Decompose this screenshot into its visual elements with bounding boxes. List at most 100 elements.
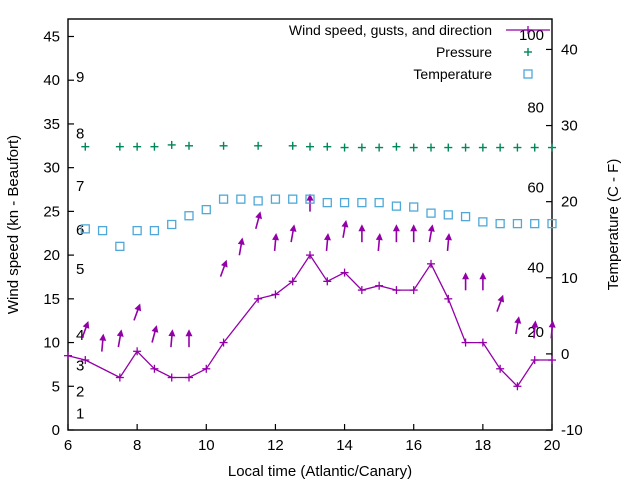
beaufort-scale-label: 7	[76, 178, 84, 195]
beaufort-scale-label: 2	[76, 384, 84, 401]
temperature-marker	[270, 194, 281, 204]
y-axis-tick-label: 30	[43, 160, 60, 177]
pressure-marker	[409, 143, 418, 152]
pressure-marker	[375, 143, 384, 152]
y2-axis-tick-label: -10	[561, 422, 583, 439]
wind-direction-arrow	[514, 316, 522, 335]
wind-speed-marker	[530, 356, 539, 365]
x-axis-tick-label: 6	[64, 437, 72, 454]
wind-speed-marker	[340, 268, 349, 277]
wind-direction-arrow	[341, 220, 349, 238]
pressure-marker	[167, 140, 176, 149]
wind-speed-marker	[357, 286, 366, 295]
pressure-marker	[444, 143, 453, 152]
fahrenheit-scale-label: 100	[519, 27, 544, 44]
temperature-marker	[253, 196, 263, 206]
temperature-marker	[218, 194, 229, 204]
wind-direction-arrow	[99, 333, 107, 352]
pressure-marker	[340, 143, 349, 152]
wind-direction-arrow	[219, 259, 228, 277]
temperature-marker	[236, 194, 246, 204]
temperature-marker	[80, 224, 90, 234]
wind-speed-marker	[81, 356, 90, 365]
wind-speed-marker	[496, 364, 505, 373]
wind-speed-marker	[548, 356, 556, 365]
pressure-marker	[461, 143, 470, 152]
wind-speed-marker	[444, 294, 453, 303]
x-axis-tick-label: 18	[475, 437, 492, 454]
wind-direction-arrow	[462, 272, 470, 291]
pressure-marker	[219, 141, 228, 150]
wind-speed-marker	[115, 373, 124, 382]
pressure-marker	[496, 143, 505, 152]
temperature-marker	[374, 197, 384, 208]
beaufort-scale-label: 4	[76, 327, 84, 344]
wind-speed-marker	[306, 251, 314, 260]
legend-label: Temperature	[413, 66, 492, 82]
x-axis-tick-label: 20	[544, 437, 561, 454]
wind-speed-marker	[392, 286, 401, 295]
wind-direction-arrow	[375, 233, 383, 252]
wind-direction-arrow	[427, 224, 435, 243]
wind-direction-arrow	[151, 325, 159, 343]
wind-speed-marker	[288, 277, 297, 286]
wind-direction-arrow	[272, 233, 280, 252]
legend-plus-sample	[524, 26, 532, 34]
y2-axis-tick-label: 10	[561, 270, 578, 287]
temperature-marker	[495, 218, 505, 229]
wind-direction-arrow	[531, 320, 539, 339]
wind-speed-marker	[271, 290, 280, 299]
wind-direction-arrow	[410, 224, 418, 243]
temperature-marker	[547, 218, 557, 229]
fahrenheit-scale-label: 60	[527, 179, 544, 196]
y-axis-tick-label: 35	[43, 116, 60, 133]
temperature-marker	[201, 204, 211, 215]
y-axis-tick-label: 20	[43, 247, 60, 264]
temperature-marker	[149, 225, 160, 236]
pressure-marker	[530, 143, 539, 152]
beaufort-scale-label: 5	[76, 261, 84, 278]
fahrenheit-scale-label: 80	[527, 100, 544, 117]
x-axis-tick-label: 12	[267, 437, 284, 454]
wind-speed-marker	[219, 338, 228, 347]
y2-axis-tick-label: 0	[561, 346, 569, 363]
temperature-marker	[512, 218, 523, 229]
fahrenheit-scale-label: 40	[527, 259, 544, 276]
pressure-marker	[323, 142, 332, 151]
y2-axis-title: Temperature (C - F)	[605, 159, 622, 291]
pressure-marker	[478, 143, 487, 152]
wind-direction-arrow	[185, 329, 193, 348]
temperature-marker	[478, 217, 488, 227]
pressure-marker	[254, 141, 263, 150]
pressure-marker	[427, 143, 435, 152]
legend-label: Pressure	[436, 44, 492, 60]
wind-direction-arrow	[323, 233, 331, 252]
wind-direction-arrow	[479, 272, 487, 291]
pressure-marker	[306, 142, 314, 151]
temperature-marker	[460, 211, 471, 222]
wind-speed-marker	[133, 347, 142, 356]
beaufort-scale-label: 3	[76, 357, 84, 374]
beaufort-scale-label: 8	[76, 126, 84, 143]
legend-label: Wind speed, gusts, and direction	[289, 22, 492, 38]
y2-axis-tick-label: 30	[561, 118, 578, 135]
wind-speed-marker	[323, 277, 332, 286]
plot-frame	[67, 18, 553, 431]
pressure-marker	[133, 142, 142, 151]
y-axis-tick-label: 5	[52, 378, 60, 395]
beaufort-scale-label: 1	[76, 406, 84, 423]
temperature-marker	[167, 219, 177, 230]
temperature-marker	[443, 210, 453, 220]
x-axis-tick-label: 10	[198, 437, 215, 454]
y-axis-tick-label: 45	[43, 28, 60, 45]
wind-speed-marker	[202, 364, 211, 373]
temperature-marker	[426, 208, 436, 218]
wind-speed-marker	[375, 281, 384, 290]
pressure-marker	[392, 142, 401, 151]
temperature-marker	[322, 197, 332, 208]
wind-direction-arrow	[254, 211, 262, 230]
wind-direction-arrow	[133, 303, 142, 321]
wind-direction-arrow	[306, 193, 314, 212]
